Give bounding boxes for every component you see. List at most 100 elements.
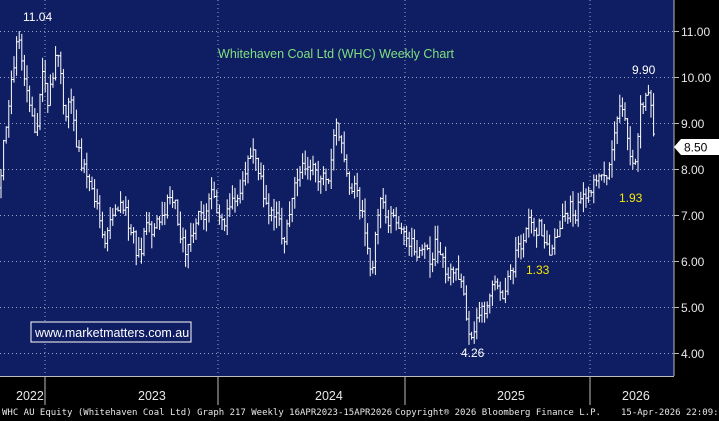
ohlc-bar bbox=[56, 54, 60, 67]
ohlc-bar bbox=[623, 102, 627, 121]
ohlc-bar bbox=[277, 200, 281, 226]
ohlc-bar bbox=[140, 237, 143, 264]
ohlc-bar bbox=[475, 308, 479, 340]
ohlc-bar bbox=[571, 191, 575, 227]
ohlc-bar bbox=[610, 140, 614, 178]
ohlc-bar bbox=[415, 239, 419, 262]
ohlc-bar bbox=[75, 109, 78, 148]
ohlc-bar bbox=[49, 74, 52, 107]
footer-timestamp: 15-Apr-2026 22:09:03 bbox=[621, 408, 719, 418]
y-tick-label: 10.00 bbox=[681, 71, 711, 85]
ohlc-bar bbox=[511, 267, 515, 285]
ohlc-bar bbox=[358, 187, 362, 220]
ohlc-bar bbox=[194, 218, 198, 240]
ohlc-bar bbox=[582, 182, 585, 213]
ohlc-bar bbox=[467, 310, 471, 345]
ohlc-bar bbox=[199, 200, 203, 220]
ohlc-bar bbox=[23, 54, 26, 87]
ohlc-bar bbox=[223, 218, 226, 232]
ohlc-bar bbox=[264, 184, 268, 205]
last-price-label: 8.50 bbox=[684, 141, 708, 155]
ohlc-bar bbox=[290, 197, 294, 223]
ohlc-bar bbox=[426, 244, 429, 251]
ohlc-bar bbox=[293, 176, 297, 209]
ohlc-bar bbox=[483, 301, 486, 323]
ohlc-bar bbox=[530, 209, 533, 234]
ohlc-bar bbox=[436, 225, 440, 264]
ohlc-bar bbox=[134, 230, 138, 266]
plot-background bbox=[0, 0, 674, 376]
ohlc-bar bbox=[121, 200, 125, 214]
ohlc-bar bbox=[314, 162, 317, 183]
ohlc-bar bbox=[329, 148, 333, 189]
ohlc-bar bbox=[285, 219, 289, 246]
ohlc-bar bbox=[423, 242, 427, 259]
ohlc-bar bbox=[446, 267, 450, 282]
ohlc-bar bbox=[36, 113, 39, 136]
ohlc-bar bbox=[488, 293, 492, 314]
ohlc-bar bbox=[493, 275, 497, 291]
ohlc-bar bbox=[327, 178, 330, 185]
ohlc-bar bbox=[158, 216, 161, 230]
ohlc-bar bbox=[298, 166, 302, 187]
ohlc-bar bbox=[132, 226, 135, 244]
ohlc-bar bbox=[106, 227, 109, 252]
ohlc-bar bbox=[59, 51, 63, 85]
ohlc-bar bbox=[615, 116, 619, 144]
ohlc-bar bbox=[587, 186, 590, 203]
ohlc-bar bbox=[137, 237, 141, 258]
ohlc-bar bbox=[296, 168, 299, 197]
ohlc-bar bbox=[280, 207, 284, 245]
ohlc-bar bbox=[478, 301, 481, 323]
ohlc-bar bbox=[600, 174, 603, 181]
ohlc-bar bbox=[584, 188, 588, 208]
ohlc-bar bbox=[428, 236, 432, 278]
ohlc-bar bbox=[114, 204, 117, 217]
ohlc-bar bbox=[311, 155, 315, 176]
ohlc-bar bbox=[322, 166, 325, 186]
ohlc-bar bbox=[116, 206, 120, 212]
ohlc-bar bbox=[51, 72, 55, 88]
ohlc-bar bbox=[641, 102, 645, 115]
ohlc-bar bbox=[160, 201, 164, 226]
ohlc-bar bbox=[340, 135, 343, 154]
ohlc-bar bbox=[244, 161, 247, 186]
x-tick-label: 2026 bbox=[622, 389, 650, 403]
ohlc-bar bbox=[397, 215, 401, 230]
ohlc-bar bbox=[335, 118, 338, 146]
ohlc-bar bbox=[254, 149, 258, 171]
ohlc-bar bbox=[548, 234, 551, 256]
ohlc-bar bbox=[602, 161, 606, 183]
ohlc-bar bbox=[176, 199, 180, 226]
ohlc-bar bbox=[202, 204, 206, 230]
watermark-box bbox=[30, 321, 192, 343]
ohlc-bar bbox=[459, 273, 463, 288]
ohlc-bar bbox=[407, 231, 411, 256]
annotation-ratio-2: 1.93 bbox=[619, 191, 643, 205]
ohlc-bar bbox=[649, 90, 653, 118]
ohlc-bar bbox=[535, 227, 538, 248]
ohlc-bar bbox=[147, 212, 151, 233]
ohlc-bar bbox=[163, 202, 167, 225]
ohlc-bar bbox=[454, 268, 458, 281]
ohlc-bar bbox=[153, 223, 156, 238]
ohlc-bar bbox=[207, 193, 211, 223]
ohlc-bar bbox=[246, 155, 250, 184]
ohlc-bar bbox=[324, 168, 328, 192]
ohlc-bar bbox=[381, 188, 385, 209]
ohlc-bar bbox=[532, 217, 536, 237]
ohlc-bar bbox=[166, 194, 169, 219]
ohlc-bar bbox=[457, 255, 460, 280]
ohlc-bar bbox=[212, 181, 216, 199]
ohlc-bar bbox=[519, 234, 523, 260]
ohlc-bar bbox=[543, 223, 546, 249]
annotation-ratio-1: 1.33 bbox=[526, 263, 550, 277]
ohlc-bar bbox=[85, 152, 89, 189]
ohlc-bar bbox=[613, 121, 616, 161]
ohlc-bar bbox=[556, 228, 559, 238]
x-tick-label: 2022 bbox=[16, 389, 44, 403]
y-tick-label: 5.00 bbox=[681, 301, 705, 315]
ohlc-bar bbox=[371, 260, 375, 274]
ohlc-bar bbox=[272, 198, 276, 231]
ohlc-bar bbox=[30, 96, 34, 117]
